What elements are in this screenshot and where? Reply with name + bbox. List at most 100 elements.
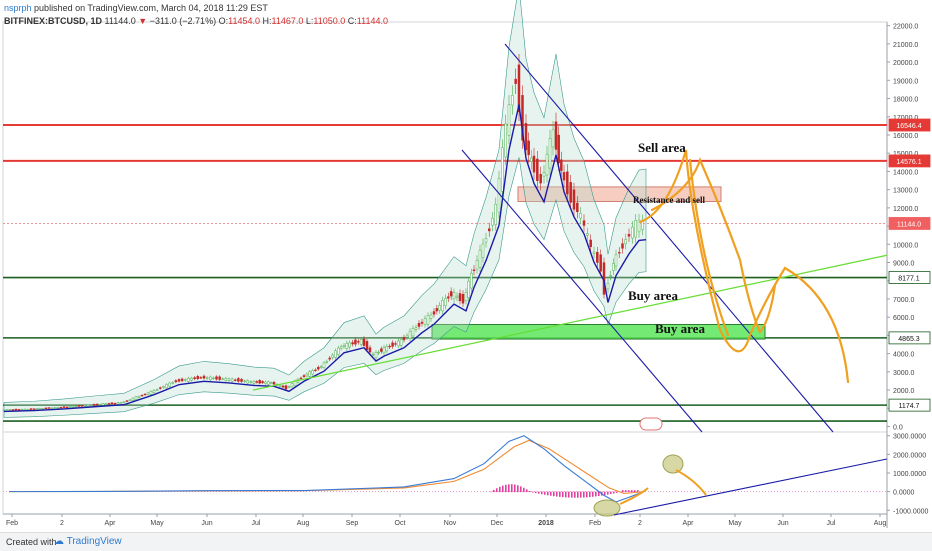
tradingview-brand-link[interactable]: ☁ TradingView: [54, 536, 122, 547]
candle-body: [224, 377, 228, 382]
uptrend-line: [252, 254, 888, 391]
candle-body: [402, 337, 406, 341]
author-name[interactable]: nsprph: [4, 3, 32, 13]
candle-body: [308, 371, 311, 377]
y-tick-label: 20000.0: [893, 60, 918, 67]
candle-body: [267, 381, 270, 385]
candle-body: [545, 153, 549, 176]
candle-body: [374, 352, 378, 359]
event-badge[interactable]: [639, 417, 663, 431]
candle-body: [627, 233, 631, 237]
candle-body: [391, 342, 394, 347]
channel-lower-line: [461, 149, 703, 433]
candle-body: [302, 375, 306, 377]
bollinger-band: [3, 0, 647, 418]
macd-histogram-bar: [634, 490, 636, 493]
buy-zone: [431, 323, 766, 340]
macd-histogram-bar: [613, 491, 615, 494]
candle-body: [116, 402, 120, 405]
candle-body: [351, 342, 354, 345]
y-tick-label: 13000.0: [893, 188, 918, 195]
candle-body: [606, 283, 610, 290]
candle-body: [5, 409, 9, 411]
candle-body: [196, 376, 199, 379]
macd-histogram-bar: [526, 489, 528, 493]
macd-histogram-bar: [493, 489, 495, 493]
chart-header: nsprph published on TradingView.com, Mar…: [4, 2, 704, 28]
candle-body: [481, 243, 485, 258]
candle-body: [614, 254, 618, 267]
candle-body: [125, 400, 129, 402]
macd-histogram-bar: [595, 491, 597, 497]
high-value: 11467.0: [271, 16, 304, 26]
macd-histogram-bar: [565, 491, 567, 498]
candle-body: [246, 380, 249, 384]
candle-body: [29, 408, 33, 410]
y-tick-label: 12000.0: [893, 206, 918, 213]
macd-histogram-bar: [628, 490, 630, 493]
x-tick-label: Jul: [827, 520, 836, 527]
candle-body: [560, 159, 563, 171]
candle-body: [86, 404, 90, 407]
candle-body: [634, 220, 637, 238]
x-tick-label: Feb: [589, 520, 601, 527]
candle-body: [134, 396, 138, 400]
macd-trend-line: [613, 458, 888, 516]
candle-body: [339, 346, 343, 349]
candle-body: [319, 366, 323, 368]
candle-body: [368, 347, 372, 353]
macd-histogram-bar: [580, 491, 582, 498]
candle-body: [429, 314, 433, 319]
candle-body: [539, 174, 542, 184]
candle-body: [113, 403, 117, 405]
price-tag-label: 4865.3: [898, 336, 920, 343]
macd-histogram-bar: [529, 491, 531, 493]
candle-body: [202, 375, 206, 379]
y-tick-label: 17000.0: [893, 115, 918, 122]
footer-bar: Created with ☁ TradingView: [0, 532, 932, 551]
y-tick-label: 2000.0: [893, 388, 915, 395]
candle-body: [609, 275, 612, 277]
candle-body: [199, 377, 203, 379]
y-tick-label: 14000.0: [893, 169, 918, 176]
macd-histogram-bar: [592, 491, 594, 497]
candle-body: [488, 228, 491, 232]
candle-body: [458, 293, 462, 302]
change-value: −311.0 (−2.71%): [149, 16, 217, 26]
chart-canvas: 22000.021000.020000.019000.018000.017000…: [2, 0, 931, 528]
candle-body: [168, 382, 171, 387]
price-tag: [888, 217, 931, 230]
candle-body: [491, 218, 494, 226]
candle-body: [92, 404, 96, 406]
candle-body: [536, 158, 539, 181]
macd-histogram-bar: [574, 491, 576, 498]
candle-body: [243, 380, 246, 382]
candle-body: [272, 381, 276, 385]
candle-body: [305, 373, 309, 377]
annotation-label: Resistance and sell: [633, 195, 705, 205]
macd-highlight-ellipse: [593, 499, 621, 517]
candle-body: [354, 339, 357, 345]
projection-arc: [688, 158, 730, 337]
candle-body: [478, 249, 482, 268]
candle-body: [71, 405, 75, 408]
candle-body: [377, 351, 380, 354]
candle-body: [165, 384, 168, 389]
candle-body: [576, 202, 579, 213]
candle-body: [348, 342, 351, 348]
macd-highlight-ellipse: [662, 454, 684, 474]
candle-body: [180, 378, 184, 382]
candle-body: [149, 390, 153, 395]
candle-body: [128, 399, 132, 401]
macd-tick-label: 0.0000: [893, 490, 915, 497]
candle-body: [394, 343, 397, 345]
y-tick-label: 4000.0: [893, 352, 915, 359]
candle-body: [311, 370, 314, 375]
candle-body: [470, 272, 473, 289]
macd-histogram-bar: [637, 490, 639, 493]
annotation-label: Buy area: [655, 321, 705, 336]
candle-body: [143, 393, 147, 396]
candle-body: [423, 318, 427, 325]
macd-histogram-bar: [514, 484, 516, 493]
candle-body: [314, 369, 317, 371]
